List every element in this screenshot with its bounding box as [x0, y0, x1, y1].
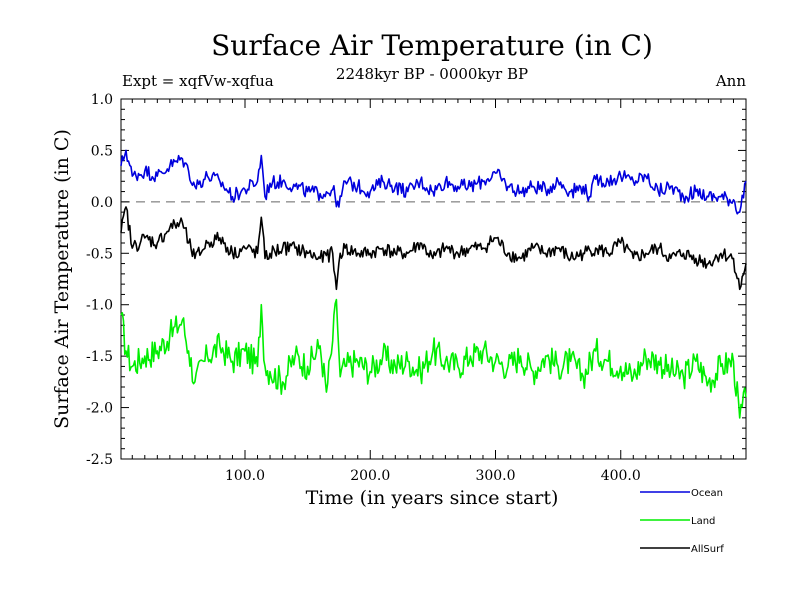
- plot-frame: [120, 98, 747, 460]
- x-axis: 100.0 200.0 300.0 400.0: [131, 99, 734, 484]
- y-tick-label: 0.5: [91, 143, 113, 159]
- y-tick-label: -1.5: [86, 349, 113, 365]
- y-tick-label: -0.5: [86, 246, 113, 262]
- x-tick-label: 400.0: [601, 468, 641, 484]
- series-line-land: [120, 298, 747, 419]
- y-tick-label: 0.0: [91, 195, 113, 211]
- chart-title: Surface Air Temperature (in C): [211, 29, 653, 62]
- x-axis-label: Time (in years since start): [306, 487, 559, 509]
- y-tick-label: -2.0: [86, 401, 113, 417]
- x-tick-label: 100.0: [225, 468, 265, 484]
- season-label: Ann: [715, 72, 746, 90]
- series-layer: [120, 149, 747, 419]
- y-axis-label: Surface Air Temperature (in C): [51, 129, 73, 429]
- series-line-ocean: [120, 149, 747, 215]
- legend: Ocean Land AllSurf: [640, 488, 724, 555]
- experiment-label: Expt = xqfVw-xqfua: [122, 72, 274, 90]
- legend-label-allsurf: AllSurf: [691, 544, 724, 555]
- y-tick-label: -2.5: [86, 452, 113, 468]
- x-tick-label: 200.0: [350, 468, 390, 484]
- legend-label-land: Land: [691, 516, 715, 527]
- legend-label-ocean: Ocean: [691, 488, 723, 499]
- series-line-allsurf: [120, 206, 747, 291]
- y-tick-label: -1.0: [86, 298, 113, 314]
- y-axis: 1.0 0.5 0.0 -0.5 -1.0 -1.5 -2.0 -2.5: [86, 92, 746, 468]
- y-tick-label: 1.0: [91, 92, 113, 108]
- x-tick-label: 300.0: [475, 468, 515, 484]
- chart-subtitle: 2248kyr BP - 0000kyr BP: [336, 65, 528, 83]
